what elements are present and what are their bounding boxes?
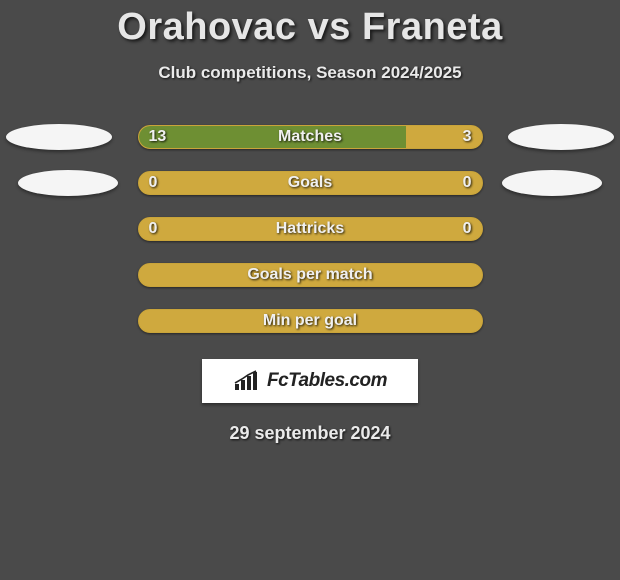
bar-chart-icon — [233, 370, 261, 392]
ellipse-shape — [508, 124, 614, 150]
page-subtitle: Club competitions, Season 2024/2025 — [0, 63, 620, 83]
logo-text: FcTables.com — [267, 370, 387, 392]
stat-value-right — [428, 264, 472, 286]
stat-bar: Goals per match — [138, 263, 483, 287]
stat-bar: 0 Goals 0 — [138, 171, 483, 195]
ellipse-shape — [502, 170, 602, 196]
stat-row-min-per-goal: Min per goal — [0, 309, 620, 333]
infographic-container: Orahovac vs Franeta Club competitions, S… — [0, 0, 620, 444]
stat-value-right — [428, 310, 472, 332]
stat-row-goals-per-match: Goals per match — [0, 263, 620, 287]
ellipse-shape — [18, 170, 118, 196]
page-title: Orahovac vs Franeta — [0, 6, 620, 49]
stat-value-right: 3 — [428, 126, 472, 148]
ellipse-shape — [6, 124, 112, 150]
stat-bar: Min per goal — [138, 309, 483, 333]
stat-value-right: 0 — [428, 172, 472, 194]
footer-date: 29 september 2024 — [0, 423, 620, 444]
stat-value-right: 0 — [428, 218, 472, 240]
stat-row-matches: 13 Matches 3 — [0, 125, 620, 149]
stat-bar: 13 Matches 3 — [138, 125, 483, 149]
stats-area: 13 Matches 3 0 Goals 0 0 Hattricks 0 — [0, 125, 620, 333]
stat-row-hattricks: 0 Hattricks 0 — [0, 217, 620, 241]
logo-box[interactable]: FcTables.com — [202, 359, 418, 403]
stat-bar: 0 Hattricks 0 — [138, 217, 483, 241]
stat-row-goals: 0 Goals 0 — [0, 171, 620, 195]
